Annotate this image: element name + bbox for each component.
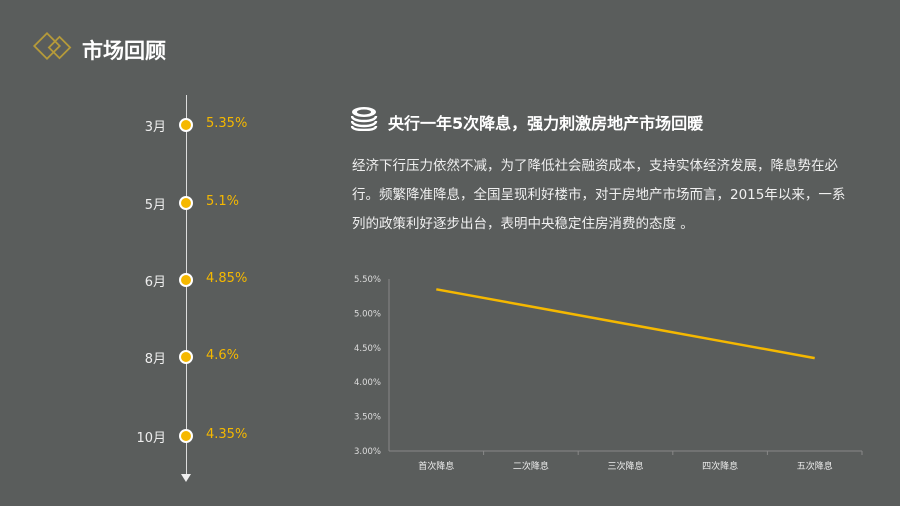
- y-tick-label: 4.00%: [354, 378, 381, 388]
- y-tick-label: 3.00%: [354, 447, 381, 457]
- timeline-month: 5月: [144, 198, 166, 213]
- x-tick-label: 五次降息: [797, 460, 833, 472]
- timeline-month: 3月: [144, 120, 166, 135]
- timeline-dot: [179, 118, 193, 132]
- timeline-rate: 4.35%: [206, 427, 248, 442]
- page-title: 市场回顾: [82, 39, 166, 63]
- timeline-rate: 5.35%: [206, 116, 248, 131]
- timeline-month: 8月: [144, 352, 166, 367]
- timeline-month: 10月: [136, 431, 166, 446]
- coins-icon: [351, 107, 378, 131]
- double-diamond-icon: [32, 31, 72, 61]
- y-tick-label: 4.50%: [354, 344, 381, 354]
- timeline-month: 6月: [144, 275, 166, 290]
- x-tick-label: 三次降息: [607, 460, 643, 472]
- x-tick-label: 二次降息: [513, 460, 549, 472]
- section-body: 经济下行压力依然不减，为了降低社会融资成本，支持实体经济发展，降息势在必行。频繁…: [352, 158, 846, 232]
- y-tick-label: 5.00%: [354, 309, 381, 319]
- section-title: 央行一年5次降息，强力刺激房地产市场回暖: [388, 114, 704, 133]
- x-tick-label: 四次降息: [702, 460, 738, 472]
- timeline-dot: [179, 429, 193, 443]
- y-tick-label: 5.50%: [354, 275, 381, 285]
- timeline-dot: [179, 196, 193, 210]
- timeline-dot: [179, 350, 193, 364]
- timeline-arrow-icon: [181, 474, 191, 482]
- timeline-rate: 5.1%: [206, 194, 240, 209]
- timeline-dot: [179, 273, 193, 287]
- x-tick-label: 首次降息: [418, 460, 454, 472]
- y-tick-label: 3.50%: [354, 413, 381, 423]
- timeline-rate: 4.85%: [206, 271, 248, 286]
- timeline-rate: 4.6%: [206, 348, 240, 363]
